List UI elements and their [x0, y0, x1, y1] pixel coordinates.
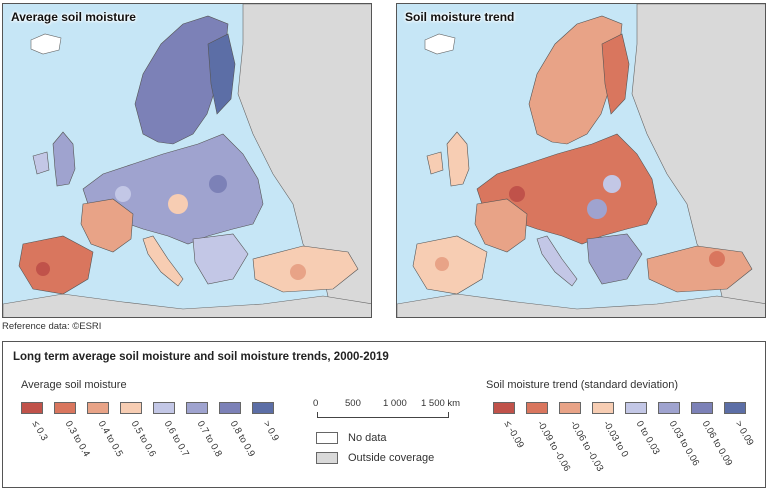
patch [290, 264, 306, 280]
legend-trend-swatch-6 [691, 402, 713, 414]
outside-coverage-swatch [316, 452, 338, 464]
great-britain [52, 131, 76, 187]
iberia [18, 235, 94, 295]
italy [142, 235, 184, 287]
legend-average-swatch-1 [54, 402, 76, 414]
scale-label-500: 500 [345, 398, 361, 409]
legend-trend-swatches [493, 402, 757, 414]
legend-average-swatch-4 [153, 402, 175, 414]
legend-average-title: Average soil moisture [21, 379, 127, 391]
no-data-label: No data [348, 432, 387, 444]
legend-average-swatch-6 [219, 402, 241, 414]
legend-box: Long term average soil moisture and soil… [2, 341, 766, 488]
map-canvas-right [397, 4, 765, 317]
legend-trend-label-2: -0.06 to -0.03 [567, 419, 606, 474]
outside-coverage-africa [3, 293, 371, 317]
finland [601, 33, 630, 115]
patch [603, 175, 621, 193]
map-title-right: Soil moisture trend [405, 10, 515, 24]
legend-trend-title: Soil moisture trend (standard deviation) [486, 379, 678, 391]
legend-average-label-0: ≤ 0.3 [29, 419, 50, 443]
legend-trend-swatch-7 [724, 402, 746, 414]
patch [435, 257, 449, 271]
turkey [252, 245, 359, 293]
ireland [426, 151, 444, 175]
legend-average-label-3: 0.5 to 0.6 [128, 419, 159, 459]
key-outside-coverage: Outside coverage [316, 452, 434, 464]
france [80, 198, 134, 253]
scale-bar: 0 500 1 000 1 500 km [313, 398, 463, 428]
legend-trend-label-3: -0.03 to 0 [600, 419, 631, 460]
scale-label-0: 0 [313, 398, 319, 409]
legend-trend-label-0: ≤ -0.09 [501, 419, 526, 451]
legend-title: Long term average soil moisture and soil… [13, 351, 389, 363]
legend-average-swatch-2 [87, 402, 109, 414]
patch [115, 186, 131, 202]
legend-average-label-5: 0.7 to 0.8 [194, 419, 225, 459]
legend-average-label-1: 0.3 to 0.4 [62, 419, 93, 459]
scale-label-1000: 1 000 [383, 398, 407, 409]
balkans [192, 233, 249, 285]
legend-average-label-6: 0.8 to 0.9 [227, 419, 258, 459]
legend-trend-label-1: -0.09 to -0.06 [534, 419, 573, 474]
legend-trend-swatch-1 [526, 402, 548, 414]
key-no-data: No data [316, 432, 387, 444]
map-soil-moisture-trend: Soil moisture trend [396, 3, 766, 318]
legend-average-swatch-0 [21, 402, 43, 414]
legend-trend-label-6: 0.06 to 0.09 [699, 419, 735, 468]
scale-bar-line [317, 412, 449, 418]
outside-coverage-label: Outside coverage [348, 452, 435, 464]
legend-trend-label-5: 0.03 to 0.06 [666, 419, 702, 468]
legend-average-label-4: 0.6 to 0.7 [161, 419, 192, 459]
legend-trend-swatch-5 [658, 402, 680, 414]
legend-average-swatches [21, 402, 285, 414]
legend-trend-swatch-0 [493, 402, 515, 414]
ireland [32, 151, 50, 175]
patch [587, 199, 607, 219]
france [474, 198, 528, 253]
map-canvas-left [3, 4, 371, 317]
legend-average-swatch-5 [186, 402, 208, 414]
outside-coverage-africa [397, 293, 765, 317]
patch [209, 175, 227, 193]
iberia [412, 235, 488, 295]
no-data-swatch [316, 432, 338, 444]
patch [709, 251, 725, 267]
legend-average-label-7: > 0.9 [260, 419, 281, 444]
patch [36, 262, 50, 276]
legend-trend-label-7: > 0.09 [732, 419, 756, 448]
outside-coverage-east [631, 4, 765, 317]
patch [168, 194, 188, 214]
legend-average-swatch-3 [120, 402, 142, 414]
finland [207, 33, 236, 115]
balkans [586, 233, 643, 285]
outside-coverage-east [237, 4, 371, 317]
iceland [30, 33, 62, 55]
patch [509, 186, 525, 202]
legend-average-swatch-7 [252, 402, 274, 414]
scale-label-1500: 1 500 km [421, 398, 461, 409]
legend-trend-swatch-2 [559, 402, 581, 414]
map-title-left: Average soil moisture [11, 10, 136, 24]
legend-trend-swatch-4 [625, 402, 647, 414]
legend-trend-swatch-3 [592, 402, 614, 414]
turkey [646, 245, 753, 293]
map-average-soil-moisture: Average soil moisture [2, 3, 372, 318]
legend-trend-label-4: 0 to 0.03 [633, 419, 662, 457]
italy [536, 235, 578, 287]
legend-average-label-2: 0.4 to 0.5 [95, 419, 126, 459]
reference-data: Reference data: ©ESRI [2, 321, 102, 332]
great-britain [446, 131, 470, 187]
iceland [424, 33, 456, 55]
